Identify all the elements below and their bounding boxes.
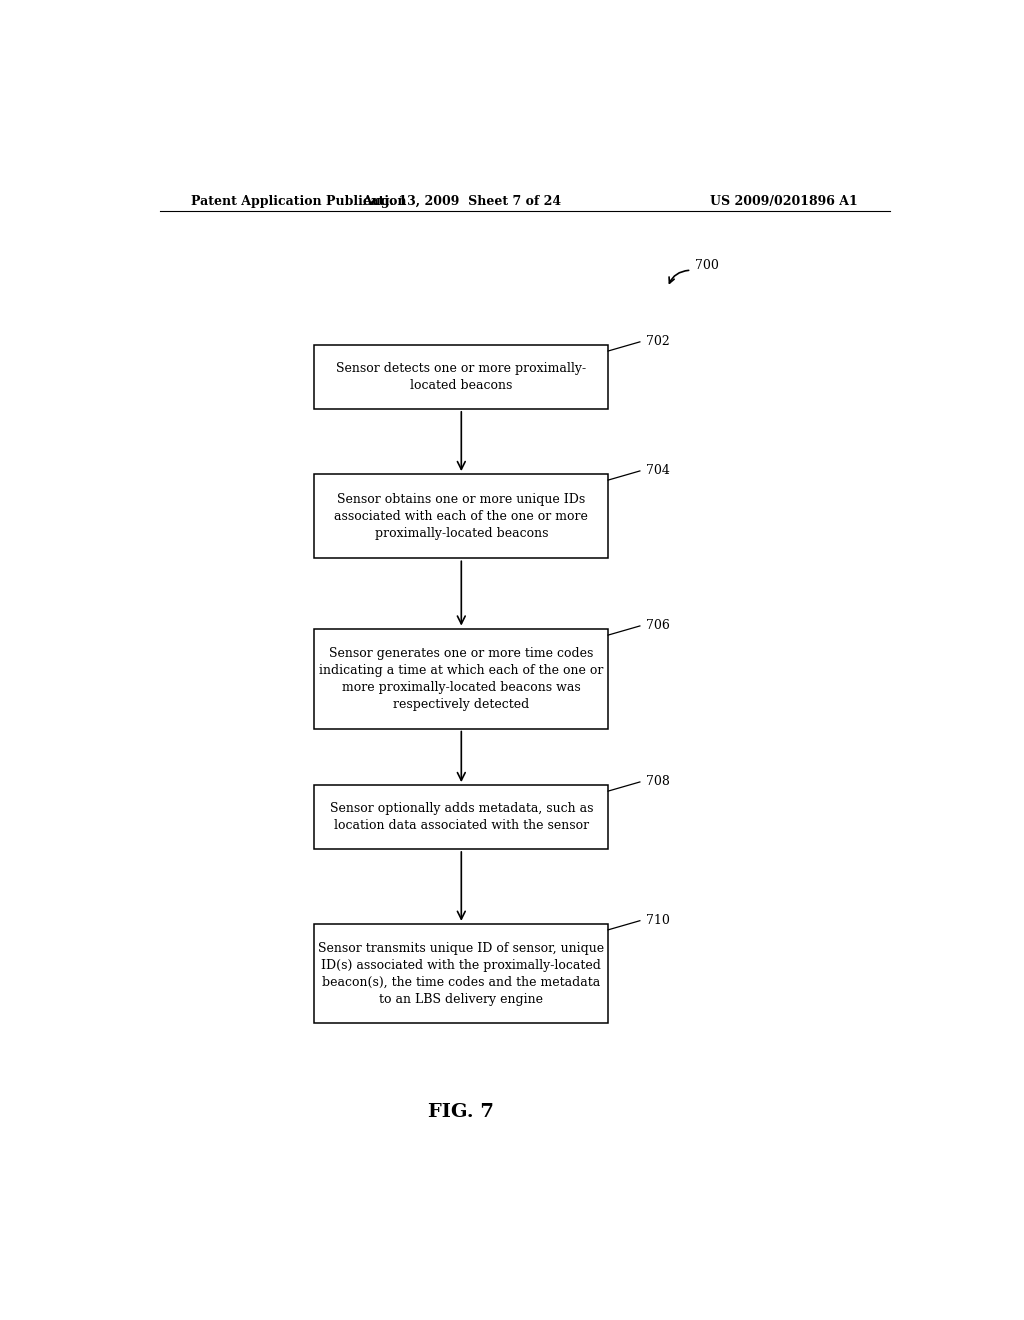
Text: 700: 700 <box>695 259 719 272</box>
Text: Sensor detects one or more proximally-
located beacons: Sensor detects one or more proximally- l… <box>336 362 587 392</box>
Text: Patent Application Publication: Patent Application Publication <box>191 194 407 207</box>
Text: 708: 708 <box>646 775 670 788</box>
Text: 704: 704 <box>646 465 670 478</box>
Text: 702: 702 <box>646 335 670 348</box>
Text: US 2009/0201896 A1: US 2009/0201896 A1 <box>711 194 858 207</box>
Text: Aug. 13, 2009  Sheet 7 of 24: Aug. 13, 2009 Sheet 7 of 24 <box>361 194 561 207</box>
Text: Sensor obtains one or more unique IDs
associated with each of the one or more
pr: Sensor obtains one or more unique IDs as… <box>335 492 588 540</box>
FancyBboxPatch shape <box>314 785 608 849</box>
Text: Sensor transmits unique ID of sensor, unique
ID(s) associated with the proximall: Sensor transmits unique ID of sensor, un… <box>318 941 604 1006</box>
FancyBboxPatch shape <box>314 474 608 558</box>
Text: Sensor optionally adds metadata, such as
location data associated with the senso: Sensor optionally adds metadata, such as… <box>330 803 593 832</box>
Text: 706: 706 <box>646 619 670 632</box>
FancyBboxPatch shape <box>314 345 608 409</box>
Text: Sensor generates one or more time codes
indicating a time at which each of the o: Sensor generates one or more time codes … <box>319 647 603 710</box>
FancyBboxPatch shape <box>314 924 608 1023</box>
FancyBboxPatch shape <box>314 630 608 729</box>
Text: FIG. 7: FIG. 7 <box>428 1102 495 1121</box>
Text: 710: 710 <box>646 915 670 927</box>
